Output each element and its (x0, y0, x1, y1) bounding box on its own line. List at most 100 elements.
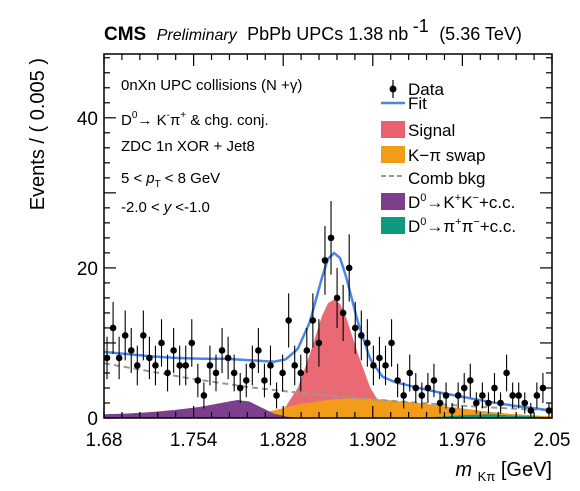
data-point (242, 363, 250, 398)
data-point (291, 345, 299, 386)
x-tick-label: 1.68 (86, 430, 123, 451)
data-marker (382, 362, 389, 369)
data-point (158, 319, 165, 367)
data-point (448, 402, 456, 418)
data-point (345, 234, 353, 302)
data-point (406, 354, 414, 392)
data-marker (133, 362, 141, 369)
curve-lines (104, 251, 552, 412)
data-marker (182, 362, 190, 369)
data-marker (164, 369, 171, 377)
data-marker (333, 294, 341, 302)
data-point (424, 372, 432, 403)
legend-label-comb: Comb bkg (408, 169, 485, 188)
axis-ticks: 1.68 1.754 1.828 1.902 1.976 2.05 0 20 40 (77, 54, 570, 451)
data-point (521, 392, 529, 414)
data-point (170, 327, 177, 373)
comb-bkg-line (104, 362, 552, 412)
data-marker (121, 332, 129, 339)
data-marker (400, 392, 407, 399)
data-marker (224, 354, 232, 362)
data-marker (503, 369, 510, 377)
data-point (376, 336, 383, 380)
x-tick-label: 1.754 (170, 430, 218, 451)
data-marker (509, 392, 516, 399)
legend-item-comb: Comb bkg (381, 169, 485, 188)
data-point (339, 284, 347, 342)
data-marker (176, 362, 183, 369)
data-point (133, 345, 141, 386)
data-marker (115, 354, 123, 362)
data-point (418, 382, 426, 409)
data-point (388, 319, 395, 367)
data-point (333, 267, 341, 328)
data-marker (357, 332, 365, 339)
y-tick-label: 0 (87, 409, 98, 430)
data-point (503, 354, 510, 392)
experiment-label: CMS (104, 24, 146, 45)
data-point (442, 382, 450, 409)
data-point (315, 319, 323, 367)
legend-item-data: Data (389, 80, 444, 99)
data-point (430, 363, 438, 398)
data-marker (321, 257, 329, 264)
data-point (109, 301, 117, 354)
data-marker (188, 339, 196, 347)
data-point (515, 382, 523, 409)
data-point (370, 345, 377, 386)
data-marker (206, 362, 214, 369)
info-line-collisions: 0nXn UPC collisions (N +γ) (121, 77, 302, 94)
data-point (485, 392, 492, 414)
data-marker (297, 369, 305, 377)
data-point (273, 382, 280, 409)
status-label: Preliminary (157, 27, 238, 44)
data-marker (345, 264, 353, 272)
data-marker (442, 392, 450, 399)
data-marker (303, 347, 311, 354)
legend-swap-swatch (381, 146, 405, 163)
data-point (400, 382, 407, 409)
data-point (212, 354, 220, 392)
kk-area (104, 400, 552, 418)
data-marker (479, 392, 486, 399)
data-point (146, 336, 153, 380)
data-point (115, 336, 123, 380)
plot-frame (103, 53, 553, 419)
data-marker (448, 407, 456, 414)
data-marker (249, 362, 256, 369)
info-line-decay: D0→ K-π+ & chg. conj. (121, 110, 269, 129)
data-point (412, 372, 420, 403)
data-marker (539, 384, 547, 392)
data-point (206, 345, 214, 386)
legend-label-pipi: D0→π+π−+c.c. (408, 216, 516, 236)
data-point (321, 225, 329, 295)
data-marker (491, 384, 498, 392)
legend-signal-swatch (381, 121, 405, 138)
data-marker (255, 347, 262, 354)
data-point (230, 354, 238, 392)
data-marker (291, 362, 299, 369)
data-point (491, 372, 498, 403)
data-point (261, 363, 268, 398)
info-line-pt: 5 < pT < 8 GeV (121, 170, 220, 190)
data-marker (146, 354, 153, 362)
data-point (327, 201, 335, 275)
data-point (527, 402, 535, 418)
signal-area (104, 299, 552, 418)
data-marker (309, 317, 317, 324)
data-point (466, 363, 474, 398)
energy-label: (5.36 TeV) (439, 24, 522, 44)
data-marker (424, 384, 432, 392)
legend-item-fit: Fit (381, 94, 427, 113)
data-marker (412, 384, 420, 392)
legend-label-data: Data (408, 80, 444, 99)
data-point (200, 382, 208, 409)
data-point (279, 354, 286, 392)
data-marker (218, 347, 226, 354)
lumi-exponent: -1 (413, 16, 429, 36)
x-axis-title-sub: Kπ (478, 469, 496, 484)
data-marker (212, 369, 220, 377)
data-marker (273, 392, 280, 399)
data-point (309, 293, 317, 348)
data-point (357, 310, 365, 361)
